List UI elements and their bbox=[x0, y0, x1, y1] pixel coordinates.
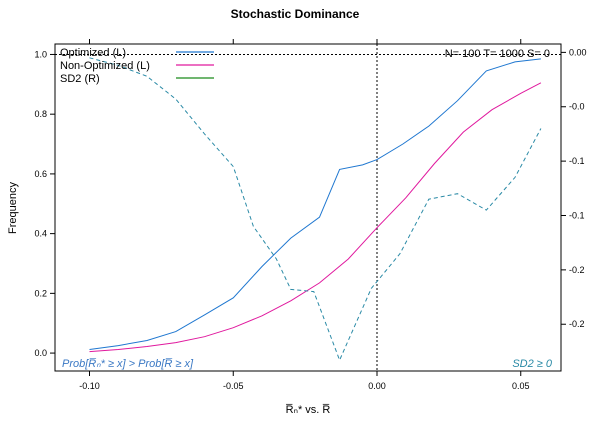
series-line-0 bbox=[89, 58, 541, 350]
series-line-1 bbox=[89, 82, 542, 353]
chart-title: Stochastic Dominance bbox=[231, 7, 360, 21]
y-right-tick-label: -0.0 bbox=[569, 102, 585, 112]
dominance-annotation-left: Prob[R̅ₙ* ≥ x] > Prob[R̅ ≥ x] bbox=[62, 358, 194, 370]
x-axis-ticks: -0.10 -0.05 0.00 0.05 bbox=[79, 39, 530, 391]
y-right-tick-label: 0.00 bbox=[569, 47, 587, 57]
series-line-3 bbox=[89, 57, 542, 362]
y-tick-label: 0.4 bbox=[34, 229, 47, 239]
y-tick-label: 1.0 bbox=[34, 49, 47, 59]
y-right-tick-label: -0.1 bbox=[569, 210, 585, 220]
y-axis-right-ticks: 0.00 -0.0 -0.1 -0.1 -0.2 -0.2 bbox=[561, 47, 587, 329]
legend-label-non-optimized: Non-Optimized (L) bbox=[60, 60, 150, 72]
series-layer bbox=[89, 57, 542, 362]
y-right-tick-label: -0.2 bbox=[569, 319, 585, 329]
x-tick-label: -0.10 bbox=[79, 381, 100, 391]
y-right-tick-label: -0.2 bbox=[569, 265, 585, 275]
y-tick-label: 0.8 bbox=[34, 109, 47, 119]
plot-frame bbox=[54, 43, 562, 372]
y-axis-label: Frequency bbox=[7, 182, 19, 234]
legend: Optimized (L) Non-Optimized (L) SD2 (R) bbox=[60, 47, 214, 85]
y-tick-label: 0.2 bbox=[34, 288, 47, 298]
y-right-tick-label: -0.1 bbox=[569, 156, 585, 166]
x-tick-label: 0.00 bbox=[368, 381, 386, 391]
legend-label-sd2: SD2 (R) bbox=[60, 73, 100, 85]
dominance-annotation-right: SD2 ≥ 0 bbox=[512, 358, 553, 370]
y-axis-ticks: 0.0 0.2 0.4 0.6 0.8 1.0 bbox=[34, 49, 55, 358]
simulation-stats-label: N= 100 T= 1000 S= 0 bbox=[445, 48, 550, 60]
x-tick-label: 0.05 bbox=[512, 381, 530, 391]
y-tick-label: 0.0 bbox=[34, 348, 47, 358]
y-tick-label: 0.6 bbox=[34, 169, 47, 179]
x-axis-label: R̅ₙ* vs. R̅ bbox=[285, 404, 330, 416]
legend-label-optimized: Optimized (L) bbox=[60, 47, 126, 59]
x-tick-label: -0.05 bbox=[223, 381, 244, 391]
